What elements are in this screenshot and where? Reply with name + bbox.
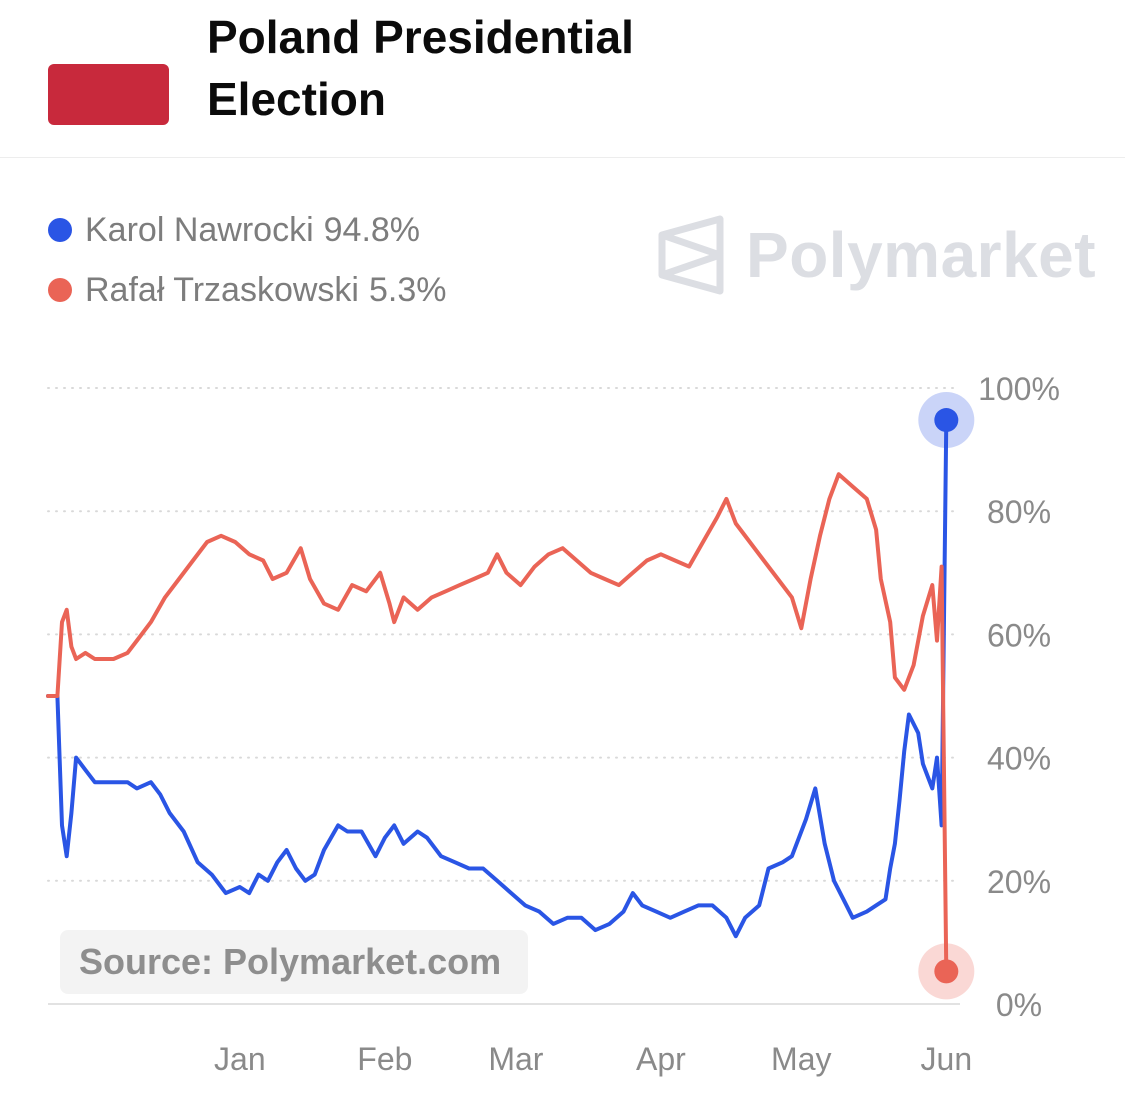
legend-item-trzaskowski[interactable]: Rafał Trzaskowski 5.3%	[48, 260, 446, 320]
page-title: Poland Presidential Election	[207, 11, 634, 125]
x-tick-label: Mar	[488, 1041, 543, 1077]
legend-value: 5.3%	[368, 270, 447, 309]
header-divider	[0, 157, 1125, 158]
y-tick-label: 80%	[987, 494, 1051, 530]
legend-item-nawrocki[interactable]: Karol Nawrocki 94.8%	[48, 200, 446, 260]
y-tick-label: 20%	[987, 864, 1051, 900]
x-tick-label: Apr	[636, 1041, 686, 1077]
end-point-marker-0	[934, 408, 959, 433]
series-line-0	[46, 418, 949, 939]
source-label: Source: Polymarket.com	[60, 930, 528, 994]
poland-flag-icon	[48, 64, 169, 125]
legend-dot-icon	[48, 218, 72, 242]
polymarket-watermark: Polymarket	[658, 214, 1096, 296]
end-point-marker-1	[934, 959, 959, 984]
polymarket-logo-icon	[658, 215, 724, 295]
legend-value: 94.8%	[323, 210, 421, 249]
x-tick-label: Feb	[357, 1041, 412, 1077]
chart-legend: Karol Nawrocki 94.8% Rafał Trzaskowski 5…	[48, 200, 446, 320]
x-tick-label: Jun	[921, 1041, 973, 1077]
x-tick-label: May	[771, 1041, 831, 1077]
series-line-1	[46, 472, 949, 974]
y-tick-label: 100%	[978, 371, 1060, 407]
y-tick-label: 60%	[987, 617, 1051, 653]
legend-name: Karol Nawrocki	[85, 210, 314, 249]
legend-name: Rafał Trzaskowski	[85, 270, 359, 309]
legend-dot-icon	[48, 278, 72, 302]
watermark-text: Polymarket	[746, 219, 1097, 291]
y-tick-label: 0%	[996, 987, 1042, 1023]
y-tick-label: 40%	[987, 741, 1051, 777]
x-tick-label: Jan	[214, 1041, 266, 1077]
